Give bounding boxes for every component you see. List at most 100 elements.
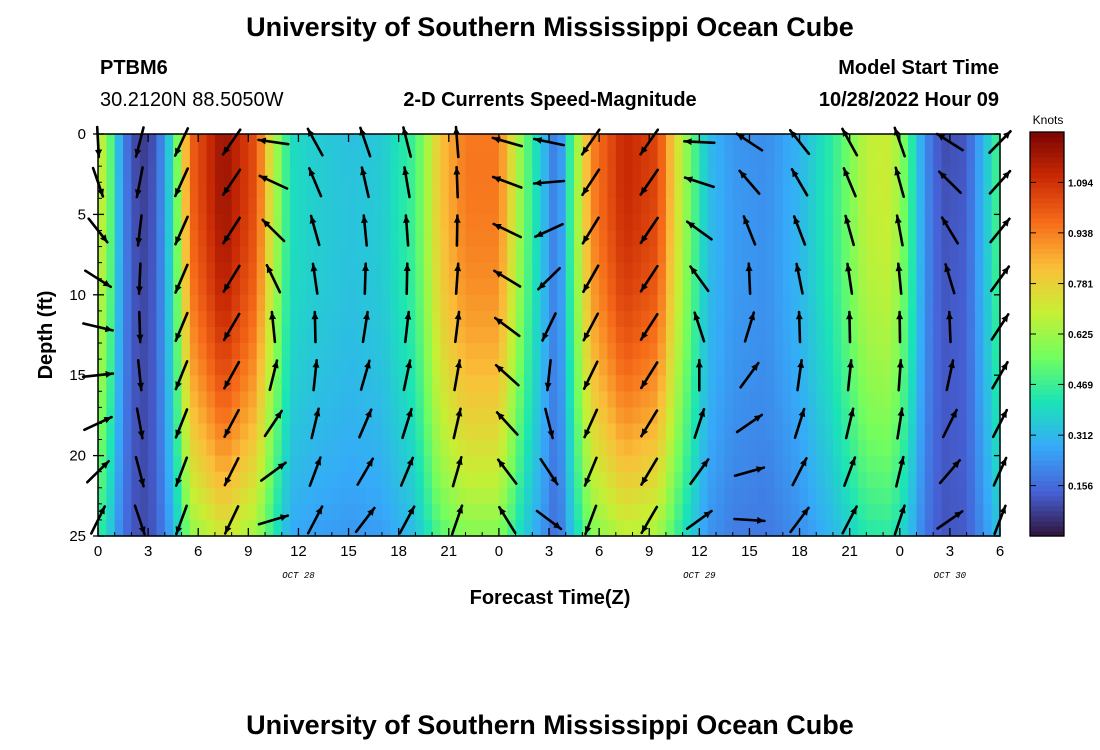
heatmap-cell [766, 503, 776, 521]
heatmap-cell [749, 246, 759, 264]
heatmap-cell [757, 503, 767, 521]
heatmap-cell [256, 391, 266, 408]
heatmap-cell [256, 343, 266, 360]
heatmap-cell [131, 407, 141, 425]
heatmap-cell [465, 230, 475, 248]
heatmap-cell [482, 182, 492, 199]
heatmap-cell [766, 262, 776, 280]
heatmap-cell [958, 487, 968, 505]
heatmap-cell [356, 439, 366, 457]
heatmap-cell [523, 439, 533, 457]
heatmap-cell [131, 423, 141, 441]
current-arrow [496, 458, 518, 485]
heatmap-cell [273, 375, 283, 392]
heatmap-cell [891, 278, 901, 296]
current-arrow [174, 456, 189, 488]
heatmap-cell [390, 150, 400, 167]
heatmap-cell [974, 230, 984, 248]
heatmap-cell [949, 391, 959, 408]
heatmap-cell [239, 471, 249, 489]
current-arrow [695, 358, 703, 392]
heatmap-cell [348, 343, 358, 360]
heatmap-cell [741, 471, 751, 489]
heatmap-cell [148, 519, 158, 537]
heatmap-cell [849, 262, 859, 280]
heatmap-cell [457, 310, 467, 328]
heatmap-cell [741, 439, 751, 457]
heatmap-cell [189, 391, 199, 408]
heatmap-cell [690, 198, 700, 215]
heatmap-cell [348, 439, 358, 457]
heatmap-cell [515, 407, 525, 425]
heatmap-cell [916, 439, 926, 457]
heatmap-cell [799, 262, 809, 280]
heatmap-cell [231, 487, 241, 505]
heatmap-cell [373, 150, 383, 167]
heatmap-cell [924, 182, 934, 199]
current-arrow [693, 407, 706, 440]
heatmap-cell [858, 439, 867, 457]
heatmap-cell [874, 262, 884, 280]
current-arrow [362, 262, 369, 296]
heatmap-cell [749, 278, 759, 296]
heatmap-cell [565, 214, 575, 232]
heatmap-cell [223, 262, 233, 280]
heatmap-cell [690, 150, 700, 167]
heatmap-cell [390, 230, 400, 248]
heatmap-cell [498, 343, 508, 360]
heatmap-cell [248, 198, 258, 215]
heatmap-cell [640, 246, 650, 264]
heatmap-cell [123, 439, 133, 457]
heatmap-cell [373, 262, 383, 280]
heatmap-cell [883, 326, 893, 344]
heatmap-cell [139, 326, 149, 344]
heatmap-cell [239, 310, 249, 328]
heatmap-cell [574, 503, 584, 521]
heatmap-cell [791, 278, 801, 296]
heatmap-cell [741, 407, 751, 425]
current-arrow [640, 457, 659, 486]
heatmap-cell [448, 134, 458, 151]
heatmap-cell [164, 391, 174, 408]
heatmap-cell [198, 214, 208, 232]
heatmap-cell [532, 182, 542, 199]
heatmap-cell [924, 310, 934, 328]
heatmap-cell [782, 343, 792, 360]
heatmap-cell [707, 150, 717, 167]
heatmap-cell [874, 198, 884, 215]
heatmap-cell [899, 407, 909, 425]
current-arrow [842, 167, 857, 198]
heatmap-cell [181, 375, 191, 392]
heatmap-cell [607, 503, 617, 521]
heatmap-cell [457, 471, 467, 489]
heatmap-cell [883, 375, 893, 392]
heatmap-cell [716, 455, 725, 473]
heatmap-cell [390, 487, 400, 505]
heatmap-cell [674, 182, 684, 199]
heatmap-cell [106, 471, 116, 489]
current-arrow [454, 262, 462, 296]
heatmap-cell [908, 471, 918, 489]
colorbar-segment [1030, 222, 1064, 229]
model-start-value: 10/28/2022 Hour 09 [819, 89, 999, 111]
heatmap-cell [958, 343, 968, 360]
heatmap-cell [766, 278, 776, 296]
heatmap-cell [757, 455, 767, 473]
heatmap-cell [281, 407, 291, 425]
heatmap-cell [824, 134, 834, 151]
heatmap-cell [373, 487, 383, 505]
heatmap-cell [933, 150, 943, 167]
heatmap-cell [498, 182, 508, 199]
heatmap-cell [665, 278, 675, 296]
heatmap-cell [106, 455, 116, 473]
heatmap-cell [599, 310, 609, 328]
current-arrow [174, 359, 189, 391]
heatmap-cell [632, 294, 642, 312]
heatmap-cell [682, 326, 692, 344]
heatmap-cell [958, 423, 968, 441]
heatmap-cell [674, 343, 684, 360]
heatmap-cell [181, 246, 191, 264]
heatmap-cell [866, 198, 876, 215]
current-arrow [403, 262, 411, 296]
heatmap-cell [315, 375, 325, 392]
